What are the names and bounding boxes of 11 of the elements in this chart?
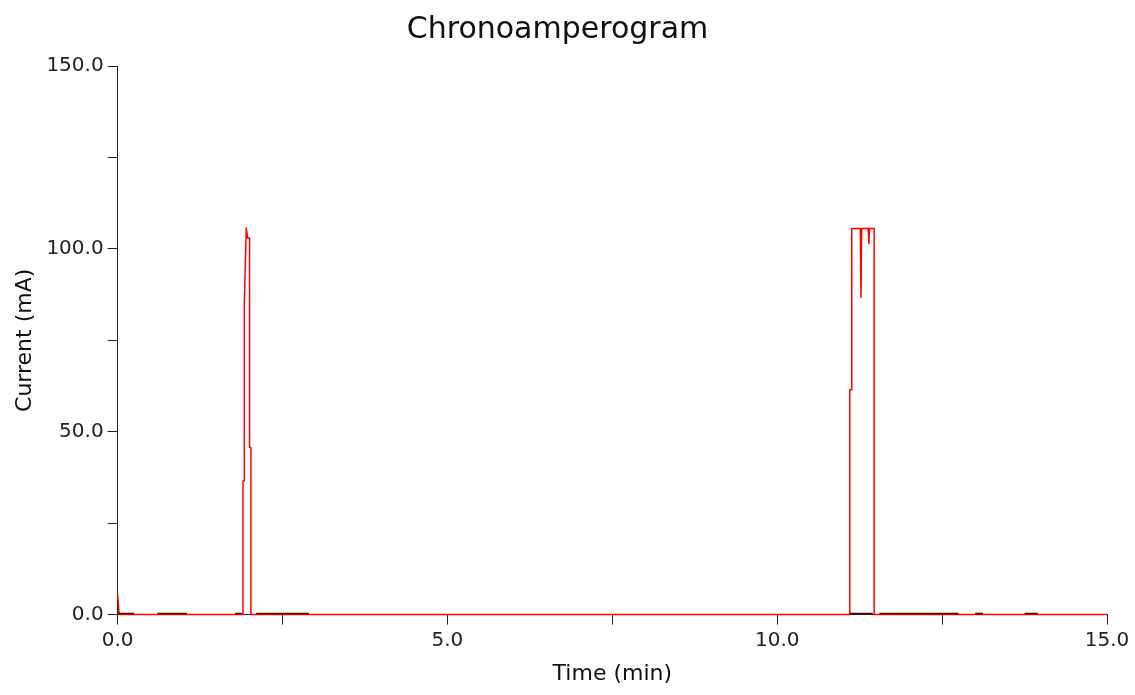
y-tick-label: 150.0 — [46, 52, 104, 77]
x-tick-label: 10.0 — [754, 626, 800, 651]
x-tick-label: 15.0 — [1084, 626, 1130, 651]
x-tick-label: 0.0 — [101, 626, 134, 651]
y-tick-label: 0.0 — [71, 600, 104, 625]
y-tick-label: 100.0 — [46, 235, 104, 260]
x-tick-label: 5.0 — [431, 626, 464, 651]
y-axis-title: Current (mA) — [10, 268, 36, 412]
y-tick-label: 50.0 — [59, 417, 104, 442]
chart-title: Chronoamperogram — [406, 9, 709, 45]
x-axis-title: Time (min) — [551, 659, 673, 685]
